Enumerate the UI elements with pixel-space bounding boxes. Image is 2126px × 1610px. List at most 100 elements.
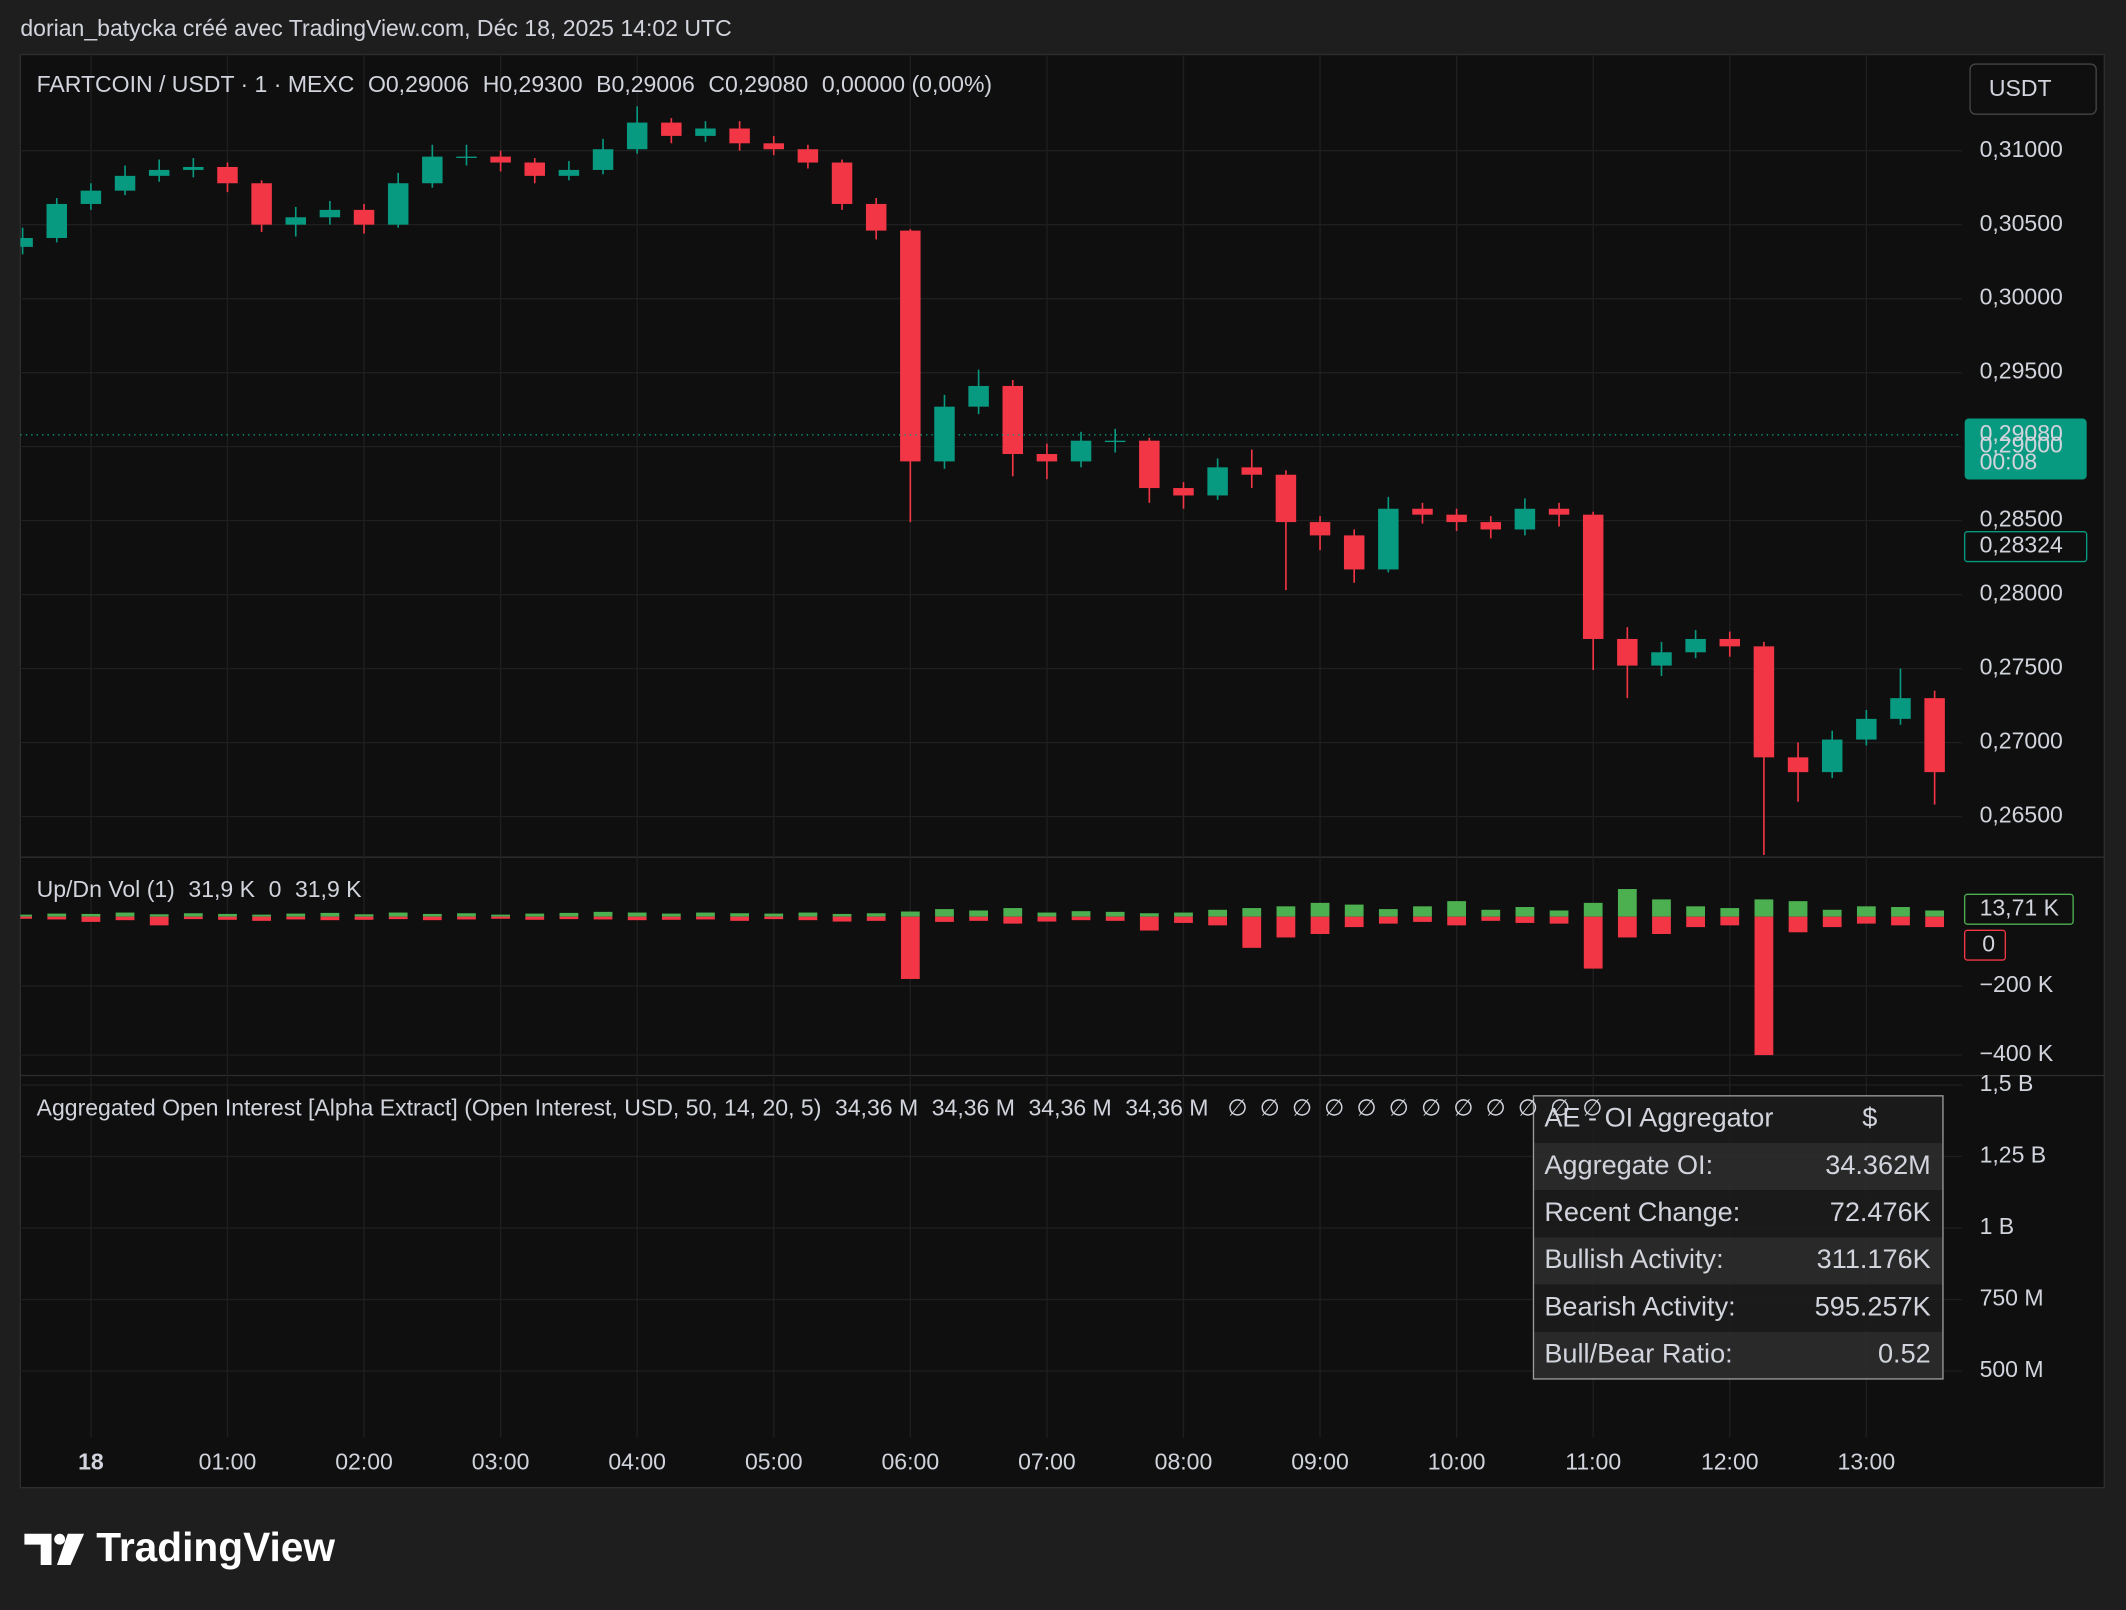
price-marker-box [1964,418,2087,480]
down-volume-bar [286,916,306,920]
legend-text: ∅ [1324,1094,1344,1120]
candle-body [695,128,716,136]
up-volume-bar [1788,901,1808,917]
down-volume-bar [1822,916,1842,928]
legend-text: O [368,71,386,97]
down-volume-bar [593,916,613,920]
currency-button[interactable]: USDT [1969,63,2097,115]
y-tick-label: 1 B [1980,1213,2015,1239]
up-volume-bar [661,913,681,917]
down-volume-bar [1617,916,1637,938]
candle-body [900,230,921,462]
up-volume-bar [354,914,374,917]
down-volume-bar [1686,916,1706,928]
candle-body [285,217,307,225]
brand-logo: TradingView [24,1524,335,1570]
candle-body [1856,718,1877,740]
up-volume-bar [47,913,67,917]
candle-body [1924,698,1945,773]
up-volume-bar [320,912,340,917]
legend-text: Up/Dn Vol (1) [37,876,175,902]
up-volume-bar [730,913,750,917]
down-volume-bar [320,916,340,921]
up-volume-bar [1481,909,1501,917]
up-volume-bar [388,912,408,917]
x-tick-label: 02:00 [335,1448,393,1474]
legend-text: ∅ [1518,1094,1538,1120]
candle-body [1343,535,1365,570]
legend-text: 34,36 M [835,1094,918,1120]
last-price-box [1963,531,2088,563]
up-volume-bar [1720,908,1740,917]
volume-pane [20,889,1945,1056]
x-tick-label: 04:00 [608,1448,666,1474]
table-label: Aggregate OI: [1544,1149,1713,1180]
candle-body [319,209,341,218]
down-volume-bar [1891,916,1910,926]
y-tick-label: 0,27000 [1980,728,2063,754]
up-volume-bar [1344,904,1364,917]
legend-text: 0 [269,876,282,902]
down-volume-bar [1037,916,1057,922]
price-pane [20,106,1945,855]
y-tick-label: 0,31000 [1980,136,2063,162]
down-volume-bar [1925,916,1945,928]
up-volume-bar [1891,907,1910,917]
candle-body [1207,467,1228,496]
grid [20,54,1962,1438]
up-volume-bar [627,912,647,917]
candle-body [934,406,955,462]
candle-body [46,203,68,238]
table-row [1533,1237,1943,1285]
currency-label[interactable]: USDT [1989,75,2052,101]
candle-body [592,149,614,170]
up-volume-bar [81,913,101,917]
x-tick-label: 10:00 [1428,1448,1486,1474]
x-tick-label: 13:00 [1838,1448,1896,1474]
y-tick-label: 500 M [1980,1356,2044,1382]
up-volume-bar [286,913,306,917]
up-volume-bar [559,912,579,917]
table-value: 0.52 [1878,1338,1931,1369]
up-volume-bar [1617,889,1637,917]
up-volume-bar [1822,909,1842,917]
x-tick-label: 01:00 [199,1448,257,1474]
currency-button-frame[interactable] [1969,63,2097,115]
y-tick-label: 0,28000 [1980,580,2063,606]
candle-body [626,122,648,150]
up-volume-bar [1378,909,1398,917]
up-volume-bar [1242,908,1262,917]
down-volume-bar [730,916,750,921]
up-volume-bar [593,911,613,917]
up-volume-bar [457,913,476,917]
table-label: AE - OI Aggregator [1544,1102,1773,1133]
table-value: 34.362M [1825,1149,1930,1180]
legend-text: ∅ [1582,1094,1602,1120]
down-volume-bar [1652,916,1671,935]
up-volume-bar [1925,910,1945,917]
legend-text: 0,29300 [499,71,582,97]
y-tick-label: 0,26500 [1980,802,2063,828]
table-label: Bearish Activity: [1544,1290,1735,1321]
up-volume-bar [798,912,818,917]
up-volume-bar [1174,912,1193,917]
down-volume-bar [218,916,237,920]
candle-body [1173,488,1194,496]
legend-text: ∅ [1260,1094,1280,1120]
candle-body [729,128,750,144]
y-tick-label: 0,30500 [1980,210,2063,236]
candle-body [1002,385,1024,455]
candle-body [1309,522,1331,536]
candle-body [1890,698,1911,719]
down-volume-bar [1754,916,1774,1056]
down-volume-bar [900,916,920,979]
up-volume-bar [1856,906,1876,917]
x-tick-label: 06:00 [882,1448,940,1474]
table-label: Bullish Activity: [1544,1243,1723,1274]
down-volume-bar [696,916,715,920]
table-row [1533,1190,1943,1238]
up-volume-bar [491,914,511,917]
candle-body [1787,757,1809,773]
table-frame [1532,1095,1944,1380]
table-label: Bull/Bear Ratio: [1544,1338,1732,1369]
